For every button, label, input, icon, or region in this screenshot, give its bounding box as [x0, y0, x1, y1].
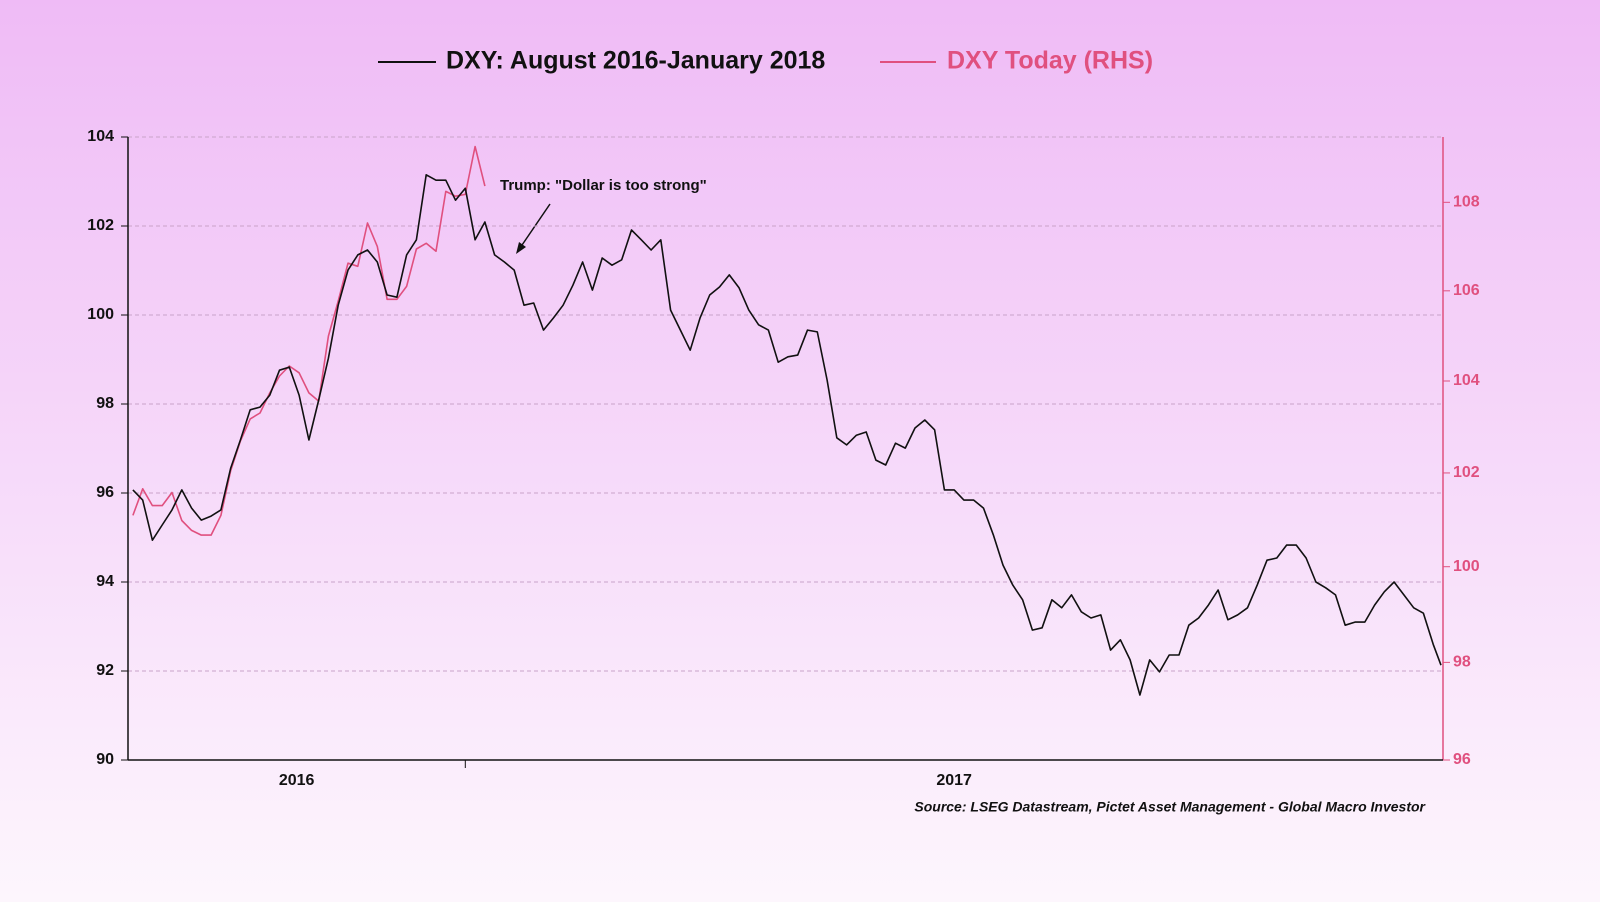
y-tick-label: 98 — [96, 395, 114, 412]
x-period-label: 2016 — [279, 772, 315, 789]
x-period-label: 2017 — [936, 772, 972, 789]
annotation-arrowhead — [516, 242, 526, 254]
series-line — [132, 174, 1442, 696]
y-tick-label: 100 — [87, 306, 114, 323]
y-tick-label: 102 — [87, 217, 114, 234]
y2-tick-label: 98 — [1453, 654, 1471, 671]
legend: DXY: August 2016-January 2018 DXY Today … — [378, 47, 1153, 75]
y-tick-label: 94 — [96, 573, 114, 590]
y2-tick-label: 108 — [1453, 194, 1480, 211]
source: Source: LSEG Datastream, Pictet Asset Ma… — [914, 799, 1426, 815]
y-tick-label: 96 — [96, 484, 114, 501]
y-tick-label: 90 — [96, 751, 114, 768]
y-tick-label: 104 — [87, 128, 114, 145]
legend-label: DXY Today (RHS) — [947, 47, 1153, 75]
annotation: Trump: "Dollar is too strong" — [500, 177, 707, 194]
series-line — [132, 145, 486, 536]
y2-tick-label: 100 — [1453, 558, 1480, 575]
y-tick-label: 92 — [96, 662, 114, 679]
y2-tick-label: 96 — [1453, 751, 1471, 768]
y2-tick-label: 104 — [1453, 372, 1480, 389]
legend-label: DXY: August 2016-January 2018 — [446, 47, 825, 75]
y2-tick-label: 106 — [1453, 282, 1480, 299]
y2-tick-label: 102 — [1453, 464, 1480, 481]
